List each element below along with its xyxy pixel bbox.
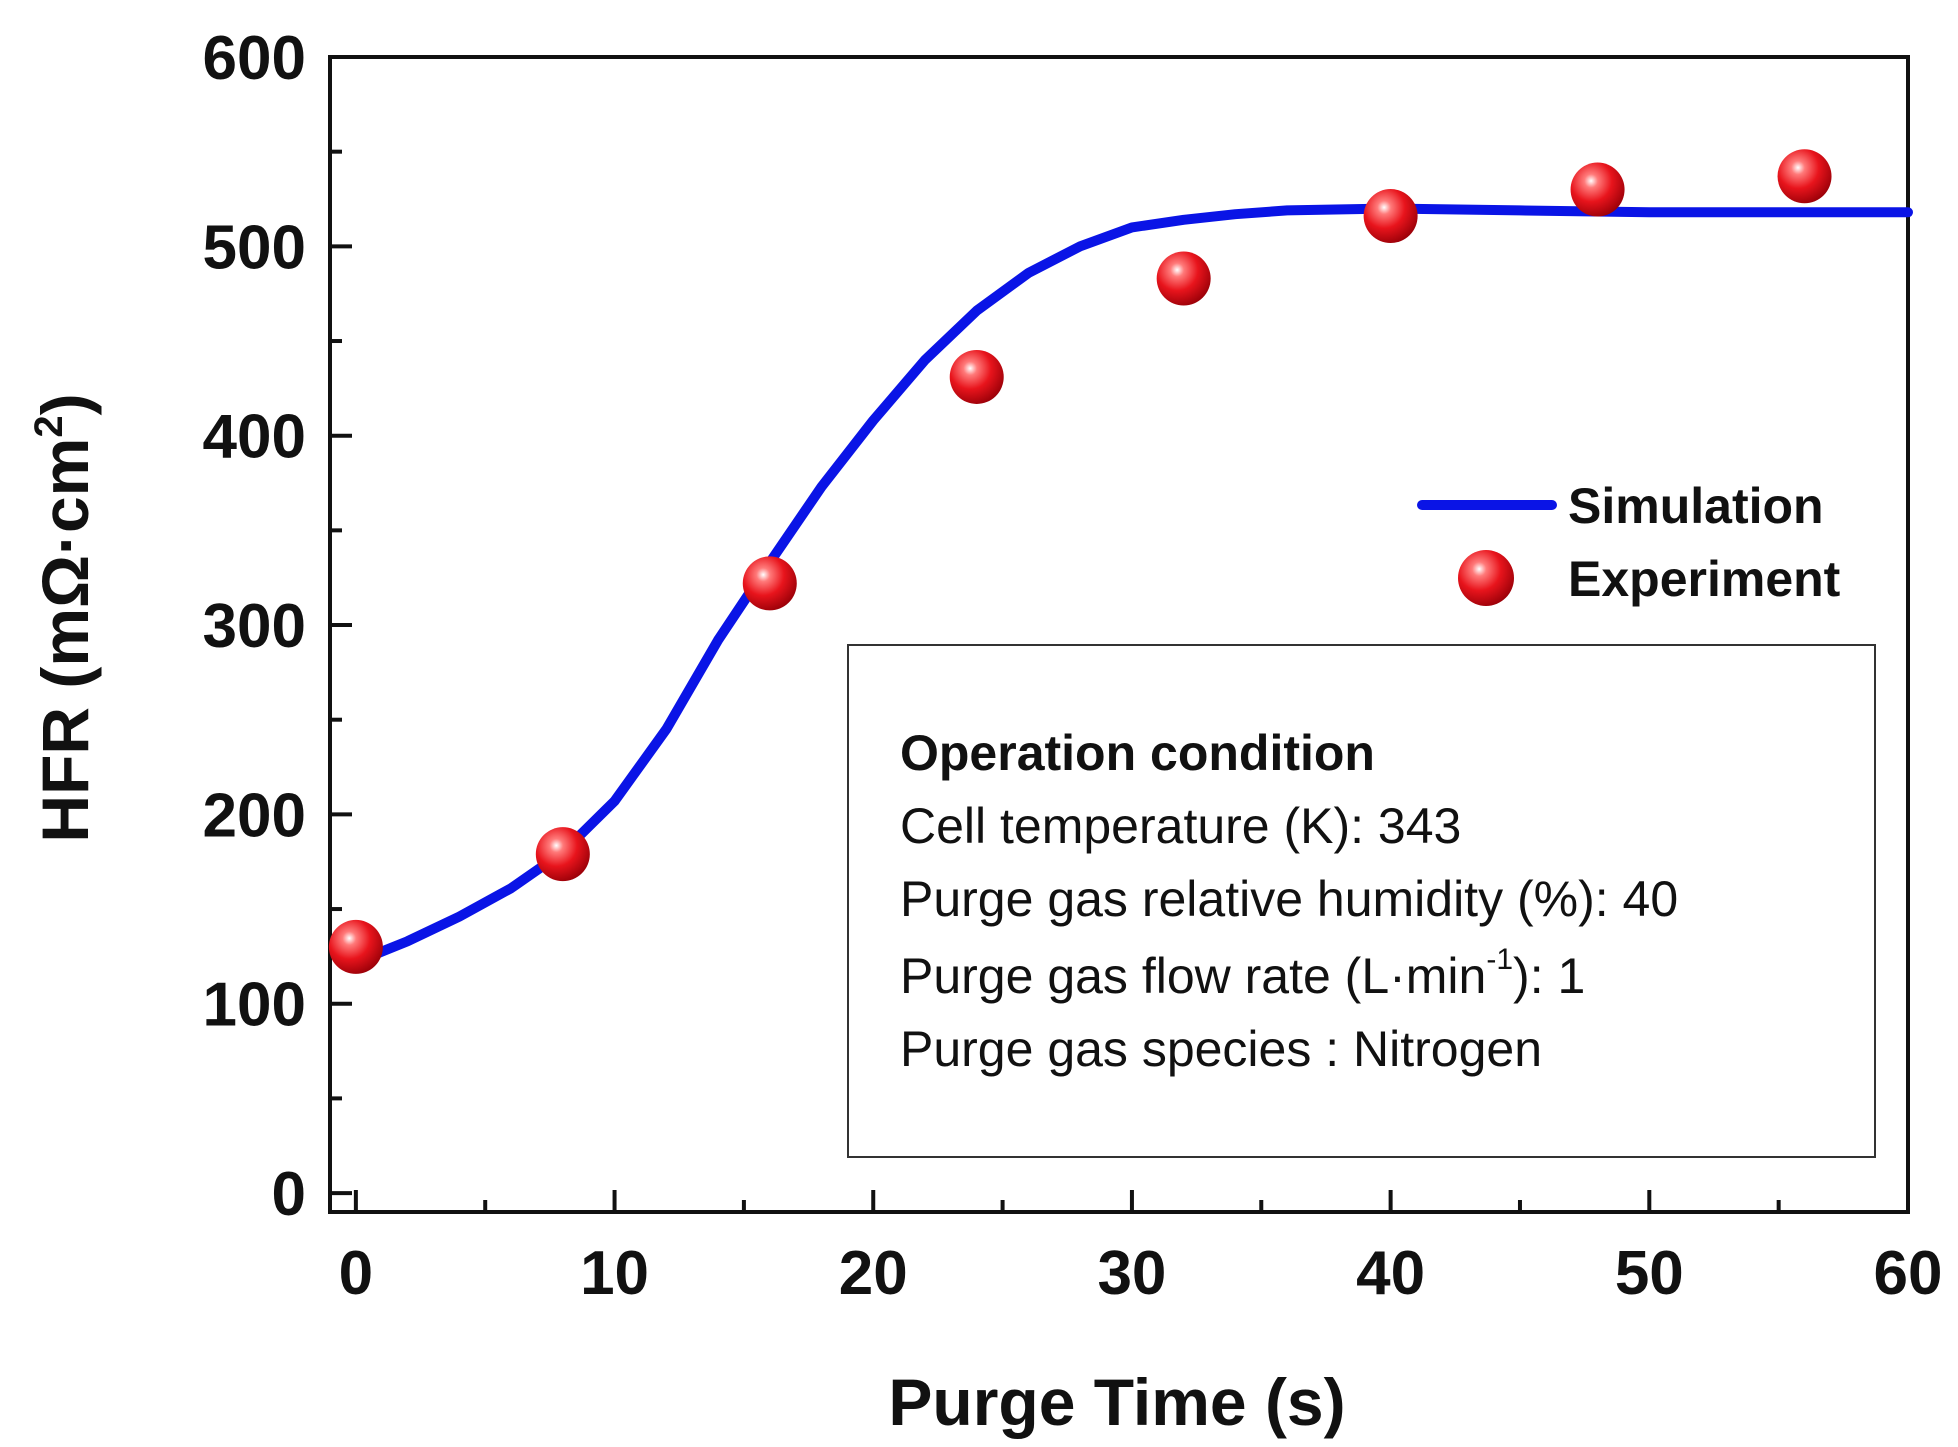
y-tick-label: 200 (203, 781, 306, 850)
y-tick-label: 400 (203, 403, 306, 472)
legend-simulation-label: Simulation (1568, 478, 1824, 534)
x-axis-title: Purge Time (s) (888, 1365, 1345, 1439)
condition-cell-temperature: Cell temperature (K): 343 (900, 798, 1461, 854)
experiment-point (535, 827, 590, 882)
condition-title: Operation condition (900, 725, 1375, 781)
x-tick-label: 20 (839, 1239, 908, 1308)
x-tick-label: 60 (1874, 1239, 1943, 1308)
condition-flow-rate: Purge gas flow rate (L·min-1): 1 (900, 943, 1585, 1004)
y-tick-label: 100 (203, 971, 306, 1040)
y-tick-label: 600 (203, 24, 306, 93)
operation-condition-box: Operation condition Cell temperature (K)… (847, 644, 1876, 1158)
x-tick-label: 50 (1615, 1239, 1684, 1308)
x-axis-tick-labels: 0 10 20 30 40 50 60 (339, 1239, 1943, 1308)
y-axis-tick-labels: 0 100 200 300 400 500 600 (203, 24, 306, 1229)
x-tick-label: 30 (1097, 1239, 1166, 1308)
x-tick-label: 10 (580, 1239, 649, 1308)
experiment-point (1777, 149, 1832, 204)
y-tick-label: 500 (203, 213, 306, 282)
x-tick-label: 0 (339, 1239, 373, 1308)
axis-ticks (330, 55, 1910, 1212)
experiment-point (742, 556, 797, 611)
condition-gas-species: Purge gas species : Nitrogen (900, 1021, 1542, 1077)
experiment-point (1156, 251, 1211, 306)
experiment-point (1363, 189, 1418, 244)
legend-experiment-label: Experiment (1568, 551, 1841, 607)
legend-experiment-swatch (1458, 550, 1514, 606)
y-tick-label: 0 (272, 1160, 306, 1229)
x-tick-label: 40 (1356, 1239, 1425, 1308)
plot-area-frame (328, 55, 1910, 1214)
condition-relative-humidity: Purge gas relative humidity (%): 40 (900, 871, 1678, 927)
y-tick-label: 300 (203, 592, 306, 661)
experiment-point (1570, 162, 1625, 217)
experiment-point (949, 349, 1004, 404)
y-axis-title: HFR (mΩ·cm2) (27, 393, 102, 842)
condition-box-frame (847, 644, 1876, 1158)
experiment-point (328, 919, 383, 974)
legend: Simulation Experiment (1417, 478, 1841, 607)
experiment-series-points (328, 149, 1832, 974)
